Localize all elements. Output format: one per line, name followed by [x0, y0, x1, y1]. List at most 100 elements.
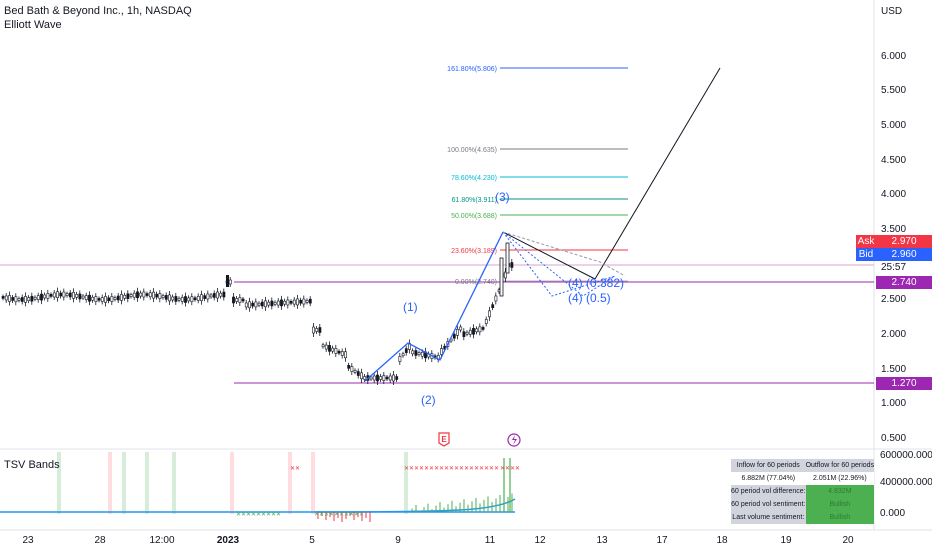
candle-body	[468, 329, 472, 335]
candle-body	[241, 298, 245, 302]
earnings-icon[interactable]: E	[438, 432, 450, 447]
bar-countdown: 25:57	[876, 261, 932, 274]
candle-body	[226, 275, 229, 287]
candle-body	[190, 296, 194, 302]
tsv-signal-mark: ✕	[429, 465, 434, 472]
vol-sentiment-label: 60 period vol sentiment:	[731, 498, 806, 511]
time-axis[interactable]: 23 28 12:00 2023 5 9 11 12 13 17 18 19 20	[22, 535, 854, 546]
time-tick: 20	[842, 535, 854, 546]
candle-body	[177, 297, 181, 301]
candle-body	[299, 299, 303, 304]
earnings-icon-label: E	[441, 435, 447, 444]
tsv-signal-mark: ✕	[494, 465, 499, 472]
candle-body	[302, 298, 306, 305]
tsv-signal-mark: ✕	[404, 465, 409, 472]
bid-price-tag: 2.960	[876, 248, 932, 261]
candle-body	[465, 331, 469, 335]
fib-label-100: 100.00%(4.635)	[447, 147, 497, 154]
tsv-band	[288, 452, 292, 514]
candle-body	[505, 242, 510, 274]
candle-body	[499, 257, 504, 297]
time-tick: 5	[309, 535, 315, 546]
tsv-axis[interactable]: 600000.000 400000.000 0.000	[880, 450, 932, 519]
candle-body	[91, 296, 95, 301]
tsv-signal-mark: ✕	[464, 465, 469, 472]
tsv-band	[311, 452, 315, 514]
tsv-signal-mark: ✕	[444, 465, 449, 472]
tsv-signal-mark: ✕	[339, 511, 344, 518]
tsv-signal-mark: ✕	[251, 511, 256, 518]
ask-price-tag: 2.970	[876, 235, 932, 248]
indicator-title[interactable]: Elliott Wave	[4, 19, 62, 31]
time-tick: 23	[22, 535, 34, 546]
wave-5-projection-line[interactable]	[594, 67, 721, 280]
candle-body	[1, 296, 5, 299]
price-tick: 5.000	[881, 120, 906, 131]
candle-body	[456, 329, 459, 336]
tsv-band	[404, 452, 408, 514]
candle-body	[347, 365, 351, 369]
time-tick: 11	[485, 535, 496, 546]
tsv-title[interactable]: TSV Bands	[4, 459, 60, 471]
tsv-signal-mark: ✕	[474, 465, 479, 472]
candle-body	[350, 366, 354, 372]
wave-4-path-a[interactable]	[502, 231, 616, 297]
tsv-signal-mark: ✕	[459, 465, 464, 472]
candle-body	[257, 302, 261, 306]
candle-body	[267, 301, 271, 306]
tsv-signal-mark: ✕	[271, 511, 276, 518]
candle-body	[116, 295, 120, 301]
outflow-header: Outflow for 60 periods	[805, 459, 875, 472]
price-axis[interactable]: 6.000 5.500 5.000 4.500 4.000 3.500 2.500 2.000…	[881, 51, 906, 444]
candle-body	[203, 295, 207, 299]
tsv-signal-mark: ✕	[434, 465, 439, 472]
wave-4-path-c[interactable]	[502, 231, 626, 277]
bid-label: Bid	[856, 248, 876, 261]
tsv-signal-mark: ✕	[449, 465, 454, 472]
inflow-value: 6.882M (77.04%)	[731, 472, 806, 485]
candle-body	[126, 293, 130, 299]
price-tick: 4.000	[881, 189, 906, 200]
price-tick: 0.500	[881, 433, 906, 444]
symbol-title[interactable]: Bed Bath & Beyond Inc., 1h, NASDAQ	[4, 5, 192, 17]
vol-diff-label: 60 period vol difference:	[731, 485, 806, 498]
candle-body	[161, 295, 165, 299]
inflow-header: Inflow for 60 periods	[731, 459, 806, 472]
level-tag-lower: 1.270	[876, 377, 932, 390]
tsv-band	[122, 452, 126, 514]
last-sentiment-label: Last volume sentiment:	[731, 511, 806, 524]
candle-body	[200, 294, 203, 302]
candlestick-series[interactable]	[1, 242, 514, 385]
time-tick: 18	[716, 535, 728, 546]
candle-body	[216, 291, 219, 299]
candle-body	[142, 291, 146, 298]
price-tick: 1.000	[881, 398, 906, 409]
candle-body	[388, 375, 392, 381]
tsv-tick: 600000.000	[880, 450, 932, 461]
candle-body	[27, 297, 31, 301]
candle-body	[222, 291, 226, 298]
tsv-signal-mark: ✕	[409, 465, 414, 472]
vol-sentiment-value: Bullish	[805, 498, 875, 511]
candle-body	[392, 374, 395, 382]
tsv-signal-mark: ✕	[241, 511, 246, 518]
candle-body	[43, 294, 47, 299]
impulse-wave-line[interactable]	[364, 231, 504, 382]
candle-body	[328, 345, 331, 352]
tsv-signal-mark: ✕	[319, 511, 324, 518]
candle-body	[401, 353, 405, 357]
candle-body	[228, 279, 232, 285]
wave-label-1: (1)	[403, 300, 418, 314]
wave-4-target-line[interactable]	[502, 231, 596, 280]
candle-body	[56, 291, 59, 298]
tsv-signal-mark: ✕	[329, 511, 334, 518]
fib-label-0: 0.00%(2.740)	[455, 279, 497, 286]
tsv-bands-pane[interactable]: ✕ ✕ ✕ ✕ ✕ ✕ ✕ ✕ ✕ ✕ ✕ ✕ ✕ ✕ ✕ ✕ ✕ ✕ ✕ ✕ ✕ ✕ ✕ ✕ ✕✕ ✕ ✕ ✕ ✕ ✕ ✕ ✕ ✕ ✕ ✕ ✕ ✕ ✕ ✕…	[0, 452, 520, 522]
candle-body	[238, 297, 242, 303]
candle-body	[196, 295, 200, 301]
candle-body	[353, 369, 357, 373]
tsv-signal-mark: ✕	[256, 511, 261, 518]
lightning-icon[interactable]	[507, 433, 521, 447]
